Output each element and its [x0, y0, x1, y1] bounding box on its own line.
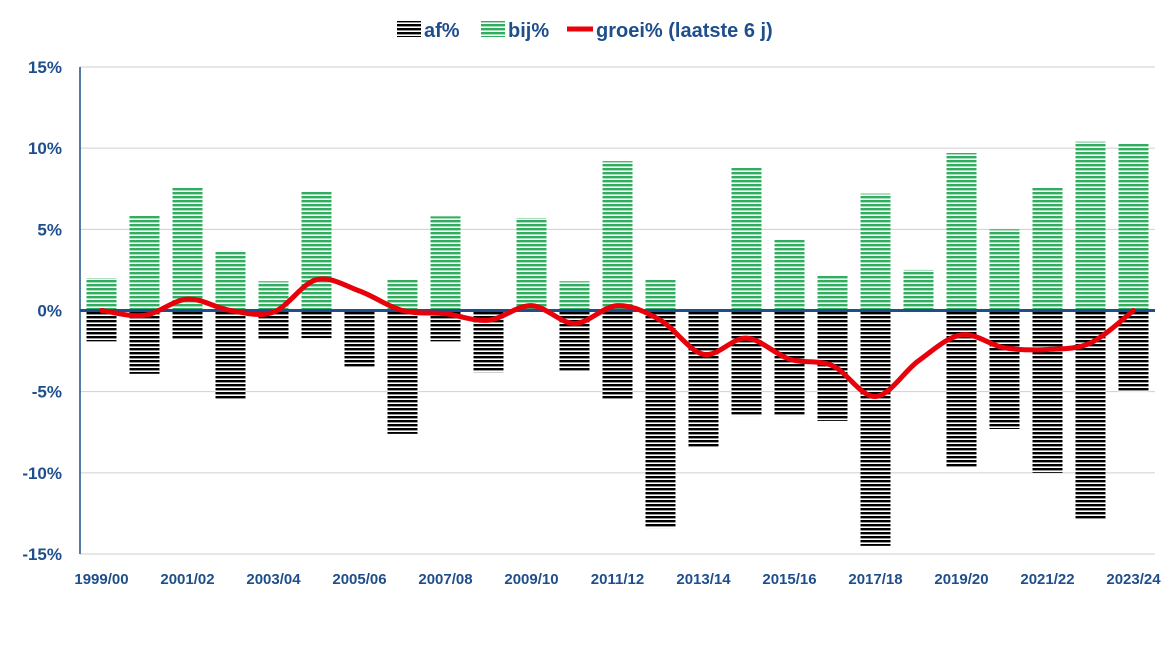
bars [86, 141, 1149, 546]
legend-swatch-bij [481, 21, 505, 37]
x-tick-label: 2021/22 [1020, 571, 1074, 588]
x-tick-label: 1999/00 [74, 571, 128, 588]
bar-bij [731, 167, 762, 311]
y-tick-label: -5% [32, 383, 62, 402]
bar-af [301, 310, 332, 339]
bar-af [688, 310, 719, 447]
x-tick-label: 2013/14 [676, 571, 731, 588]
bar-bij [129, 214, 160, 311]
bar-bij [645, 279, 676, 311]
y-tick-label: 10% [28, 139, 62, 158]
bar-af [215, 310, 246, 400]
legend-item-bij: bij% [481, 20, 549, 42]
bar-bij [903, 269, 934, 311]
y-axis-ticks: -15% -10% -5% 0% 5% 10% 15% [22, 58, 62, 564]
growth-line [99, 276, 1136, 400]
y-tick-label: 0% [37, 302, 62, 321]
bar-af [989, 310, 1020, 430]
y-tick-label: -10% [22, 464, 62, 483]
bar-bij [516, 217, 547, 311]
bar-bij [946, 153, 977, 311]
bar-bij [860, 193, 891, 311]
bar-bij [602, 161, 633, 311]
x-tick-label: 2023/24 [1106, 571, 1161, 588]
legend-swatch-af [397, 21, 421, 37]
y-tick-label: -15% [22, 545, 62, 564]
bar-af [645, 310, 676, 529]
bar-af [1032, 310, 1063, 473]
bar-af [344, 310, 375, 368]
bar-bij [989, 229, 1020, 311]
x-tick-label: 2007/08 [418, 571, 472, 588]
bar-bij [774, 239, 805, 311]
legend-label-bij: bij% [508, 20, 549, 42]
bar-bij [1032, 187, 1063, 311]
legend-item-af: af% [397, 20, 460, 42]
bar-af [1118, 310, 1149, 392]
bar-af [860, 310, 891, 546]
x-tick-label: 2015/16 [762, 571, 816, 588]
bar-bij [301, 191, 332, 311]
bar-bij [559, 281, 590, 311]
legend: af% bij% groei% (laatste 6 j) [397, 20, 773, 42]
bar-af [172, 310, 203, 340]
legend-label-af: af% [424, 20, 460, 42]
x-tick-label: 2017/18 [848, 571, 902, 588]
bar-af [129, 310, 160, 374]
x-tick-label: 2003/04 [246, 571, 301, 588]
x-tick-label: 2001/02 [160, 571, 214, 588]
bar-bij [215, 250, 246, 311]
legend-item-groei: groei% (laatste 6 j) [567, 20, 773, 42]
bar-bij [817, 274, 848, 311]
x-tick-label: 2011/12 [591, 571, 644, 588]
bar-af [731, 310, 762, 417]
bar-bij [172, 187, 203, 311]
y-tick-label: 5% [37, 220, 62, 239]
bar-af [387, 310, 418, 434]
legend-label-groei: groei% (laatste 6 j) [596, 20, 773, 42]
x-axis-ticks: 1999/00 2001/02 2003/04 2005/06 2007/08 2009/… [74, 571, 1161, 588]
x-tick-label: 2009/10 [504, 571, 558, 588]
bar-af [602, 310, 633, 400]
x-tick-label: 2019/20 [934, 571, 988, 588]
bar-af [86, 310, 117, 342]
y-tick-label: 15% [28, 58, 62, 77]
bar-bij [430, 216, 461, 311]
bar-bij [86, 278, 117, 311]
bar-bij [1075, 141, 1106, 311]
bar-bij [1118, 143, 1149, 311]
x-tick-label: 2005/06 [332, 571, 386, 588]
